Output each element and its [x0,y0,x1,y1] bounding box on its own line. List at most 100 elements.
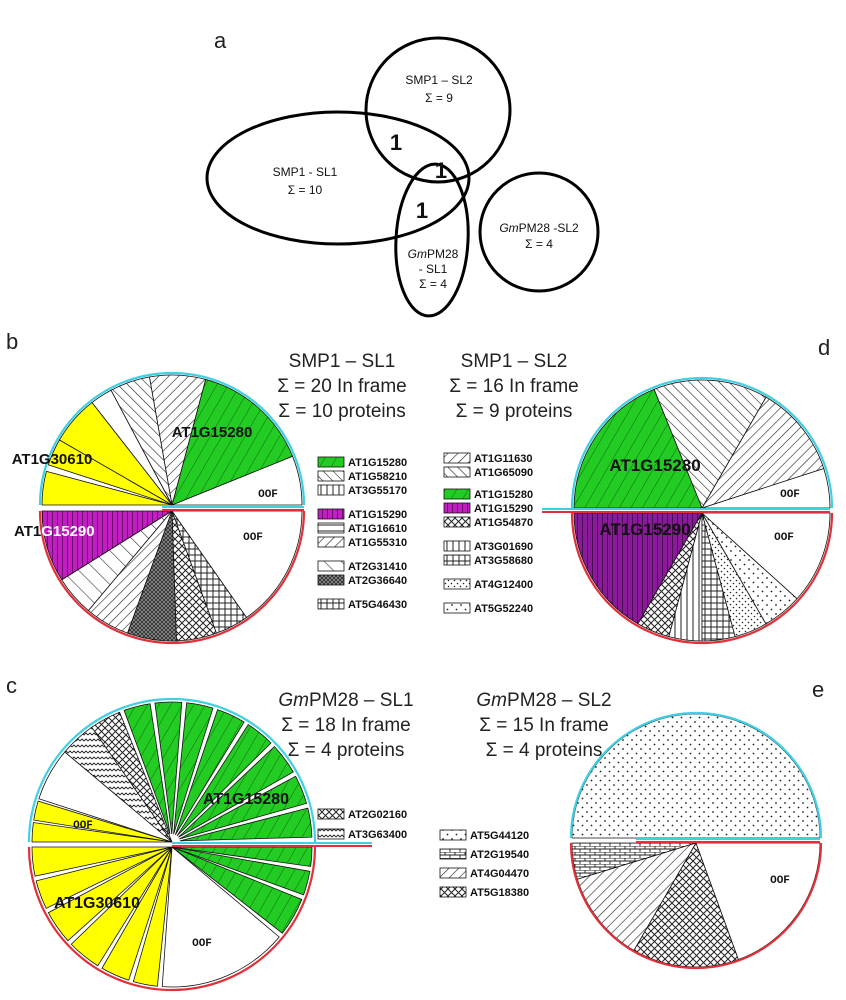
pie-c-green-slice-3 [178,745,294,838]
legend-d-item-label: AT1G65090 [474,467,533,479]
legend-b-item-swatch [317,598,345,610]
pie-c-green-slice-8 [123,703,171,835]
pie-b-label-magenta: AT1G15290 [14,523,95,540]
venn-overlap-sl1-sl2: 1 [390,130,402,155]
pie-d-green-slice [573,388,703,509]
venn-gm-sl2-name-rest: PM28 -SL2 [519,221,579,235]
venn-smp1-sl1-sum: Σ = 10 [288,183,323,197]
legend-e-item-label: AT4G04470 [470,868,529,880]
venn-gm-sl1-name-rest: PM28 [427,247,459,261]
pie-b-label-magenta-part2: G15290 [41,523,94,540]
legend-c-item-swatch [317,808,345,820]
panel-letter-d: d [818,335,830,360]
venn-gm-sl1-name: GmPM28 [408,247,459,261]
pie-c-yellow-slice-5 [101,846,173,981]
legend-b-item-swatch [317,484,345,496]
legend-b-item-swatch [317,508,345,520]
legend-b-item-swatch [317,470,345,482]
legend-b-item-label: AT2G36640 [348,575,407,587]
legend-b: AT1G15280 AT1G58210 AT3G55170 AT1G15290 AT1G… [317,456,407,611]
pie-d-line2: Σ = 16 In frame [449,376,579,397]
pie-d-line3: Σ = 9 proteins [456,401,573,422]
venn-smp1-sl1-ellipse [205,110,471,246]
legend-e-item-label: AT5G44120 [470,830,529,842]
legend-d-item-swatch [443,602,471,614]
legend-d: AT1G11630 AT1G65090 AT1G15280 AT1G15290 AT1G… [443,452,533,615]
pie-c-green-slice-1 [179,807,313,842]
pie-b-yellow-slice-3 [41,470,173,506]
pie-d-oof-bottom-label: OOF [774,532,794,544]
legend-b-item-swatch [317,574,345,586]
venn-gm-sl2-name-italic: Gm [499,221,518,235]
pie-e-rim-bottom [569,842,823,970]
pie-c-yellow-slice-6 [132,846,173,987]
legend-b-item-label: AT1G15280 [348,457,407,469]
legend-b-item-label: AT1G55310 [348,537,407,549]
pie-c-title-italic: Gm [278,690,309,711]
legend-b-item-swatch [317,560,345,572]
legend-e-item-swatch [439,848,467,860]
pie-d-label-green: AT1G15280 [609,456,700,475]
legend-d-item-label: AT1G15280 [474,489,533,501]
pie-e-title-rest: PM28 – SL2 [507,690,612,711]
legend-d-item-label: AT1G54870 [474,517,533,529]
pie-c-green-lower-2 [171,846,311,896]
pie-b-green-slice [171,378,294,506]
legend-d-item-label: AT4G12400 [474,579,533,591]
venn-gm-sl2-sum: Σ = 4 [525,237,553,251]
pie-d-hatch-slice-1 [701,396,825,509]
pie-c-line2: Σ = 18 In frame [281,715,411,736]
legend-e-item-label: AT2G19540 [470,849,529,861]
panel-letter-a: a [214,28,227,53]
legend-e-item-swatch [439,829,467,841]
legend-d-item-label: AT3G58680 [474,555,533,567]
legend-d-item-swatch [443,578,471,590]
pie-e-rim-top [569,711,823,839]
legend-e-item-label: AT5G18380 [470,887,529,899]
pie-b-oof-bottom-slice [171,510,303,619]
legend-e-item-swatch [439,867,467,879]
pie-d: AT1G15280 AT1G15290 OOF OOF [542,376,834,645]
legend-d-item-swatch [443,540,471,552]
pie-d-oof-top-label: OOF [780,489,800,501]
pie-d-rim-bottom [570,512,834,645]
pie-e-oof-bottom-label: OOF [770,875,790,887]
pie-e-line3: Σ = 4 proteins [486,740,603,761]
pie-c-yellow-top-2 [31,822,173,843]
pie-c-green-slice-4 [176,724,272,837]
legend-c-item-label: AT2G02160 [348,809,407,821]
venn-gm-sl1-ellipse [394,162,470,318]
pie-c-label-green: AT1G15280 [203,791,289,808]
legend-b-item-swatch [317,522,345,534]
legend-c-item-label: AT3G63400 [348,829,407,841]
pie-d-label-magenta: AT1G15290 [599,520,690,539]
venn-overlap-sl1-gm: 1 [416,198,428,223]
pie-e-upper-slice [571,713,821,839]
legend-d-item-swatch [443,466,471,478]
pie-d-purple-slice [573,512,703,625]
pie-c: AT1G15280 AT1G30610 OOF OOF [27,697,372,992]
legend-b-item-label: AT1G15290 [348,509,407,521]
venn-diagram: SMP1 – SL2 Σ = 9 SMP1 - SL1 Σ = 10 GmPM2… [205,36,600,318]
panel-letter-c: c [6,673,17,698]
pie-c-yellow-slice-2 [35,846,173,909]
pie-c-green-slice-7 [154,701,183,835]
pie-b-line2: Σ = 20 In frame [277,376,407,397]
venn-overlap-triple: 1 [435,158,447,183]
pie-b-label-green: AT1G15280 [172,424,253,441]
venn-gm-sl2-name: GmPM28 -SL2 [499,221,579,235]
pie-b-yellow-slice-2 [47,439,173,506]
legend-d-item-swatch [443,554,471,566]
pie-d-rim-top [570,376,834,509]
pie-c-title-rest: PM28 – SL1 [309,690,414,711]
pie-d-hatch-slice-2 [653,379,767,509]
pie-e-title-italic: Gm [476,690,507,711]
pie-c-green-slice-2 [179,775,308,840]
pie-c-yellow-slice-4 [70,846,173,967]
pie-c-green-lower-3 [171,846,313,867]
legend-d-item-swatch [443,452,471,464]
legend-c: AT2G02160 AT3G63400 [317,808,407,841]
pie-e-line2: Σ = 15 In frame [479,715,609,736]
legend-b-item-swatch [317,536,345,548]
